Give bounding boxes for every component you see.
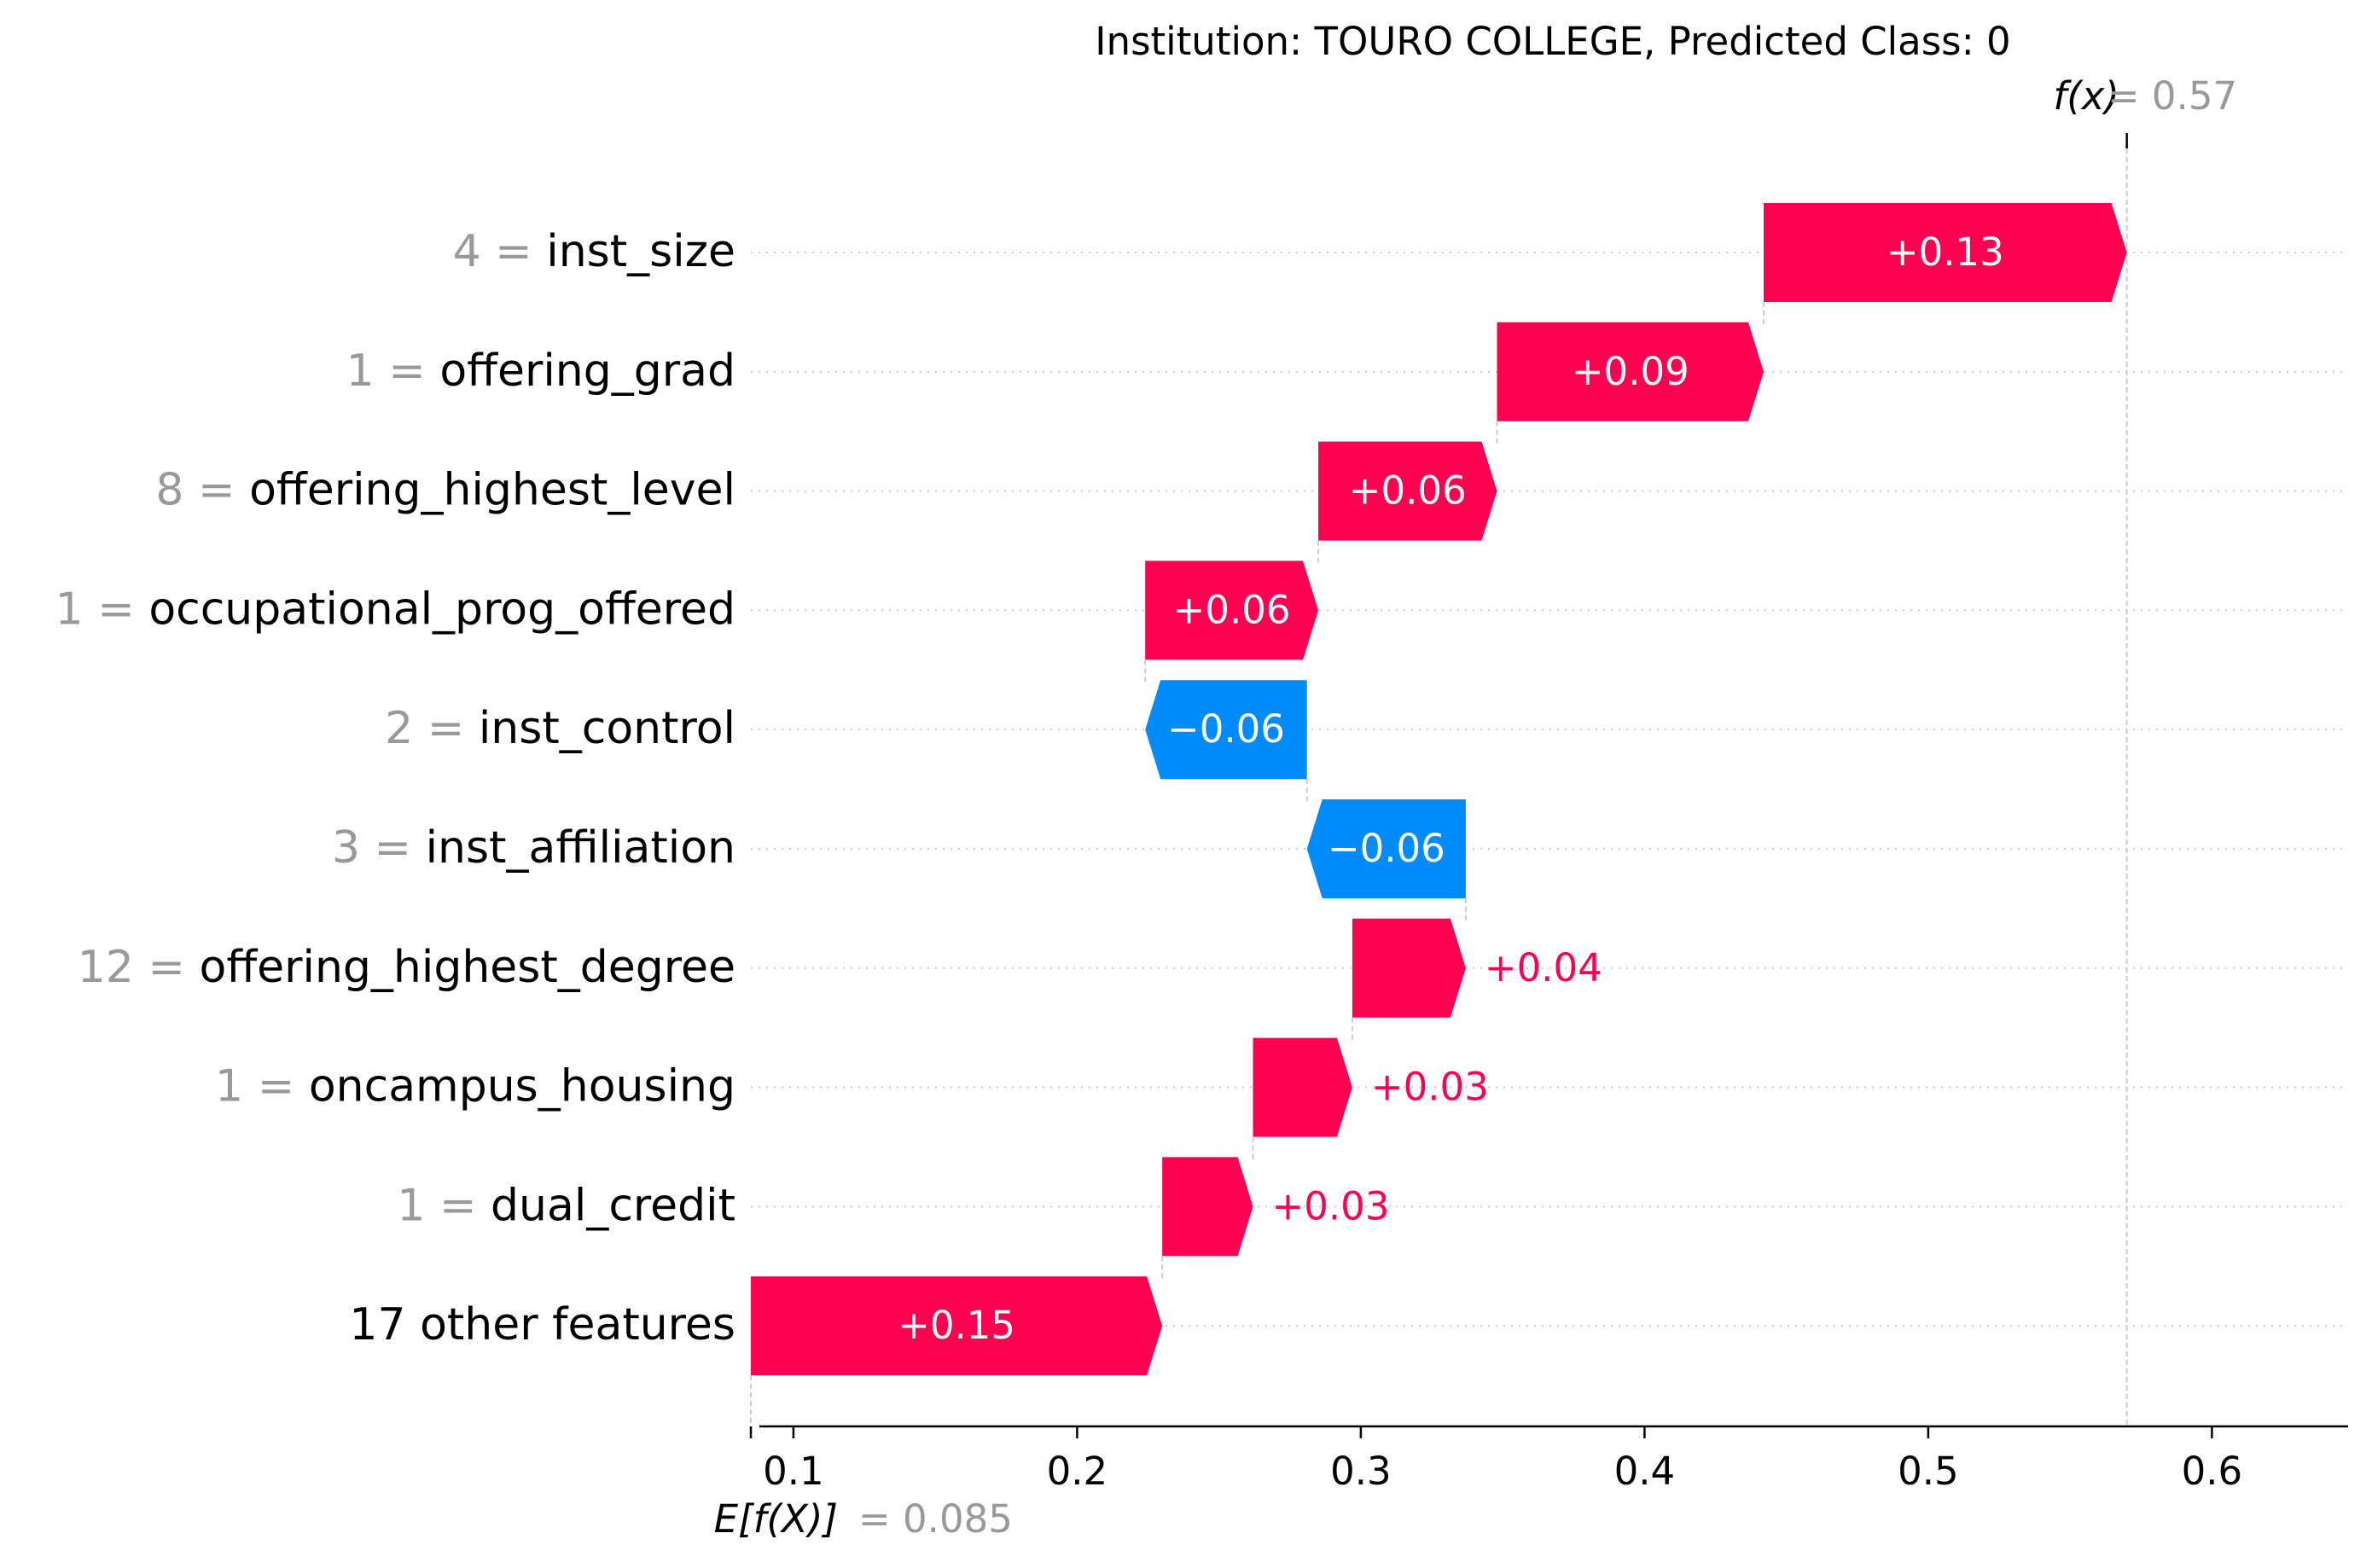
x-tick-label: 0.3 bbox=[1330, 1449, 1392, 1494]
feature-name: occupational_prog_offered bbox=[148, 584, 735, 635]
feature-label: 1 = dual_credit bbox=[397, 1180, 735, 1231]
bar bbox=[1306, 799, 1466, 898]
bar-value-label: +0.04 bbox=[1485, 945, 1602, 990]
bar bbox=[1145, 560, 1319, 660]
bar-value-label: −0.06 bbox=[1167, 706, 1285, 752]
bar-value-label: +0.15 bbox=[898, 1303, 1015, 1348]
feature-label: 8 = offering_highest_level bbox=[155, 465, 735, 516]
x-tick-label: 0.5 bbox=[1898, 1449, 1959, 1494]
feature-label: 3 = inst_affiliation bbox=[332, 822, 735, 874]
bar-value-label: +0.03 bbox=[1371, 1065, 1489, 1110]
feature-label: 17 other features bbox=[349, 1299, 735, 1350]
feature-value: 1 = bbox=[346, 346, 440, 397]
feature-name: 17 other features bbox=[349, 1299, 735, 1350]
bar-value-label: +0.09 bbox=[1572, 349, 1689, 394]
bar bbox=[1162, 1157, 1253, 1257]
feature-value: 4 = bbox=[453, 226, 547, 277]
feature-name: dual_credit bbox=[491, 1180, 735, 1231]
feature-name: offering_highest_degree bbox=[200, 942, 736, 993]
x-tick-label: 0.4 bbox=[1614, 1449, 1676, 1494]
feature-label: 1 = offering_grad bbox=[346, 346, 735, 397]
bar-value-label: +0.06 bbox=[1173, 587, 1291, 632]
feature-name: offering_grad bbox=[439, 346, 735, 397]
bar bbox=[1352, 918, 1466, 1018]
fx-label: f(x) bbox=[2053, 73, 2119, 119]
feature-value: 1 = bbox=[55, 584, 149, 635]
x-tick-label: 0.1 bbox=[763, 1449, 824, 1494]
chart-title: Institution: TOURO COLLEGE, Predicted Cl… bbox=[1095, 19, 2010, 64]
feature-name: inst_size bbox=[546, 226, 735, 277]
ex-label: E[f(X)] bbox=[714, 1496, 838, 1542]
fx-annotation: f(x) = 0.57 bbox=[2053, 73, 2237, 119]
feature-label: 4 = inst_size bbox=[453, 226, 735, 277]
bar bbox=[1145, 680, 1307, 780]
feature-value: 1 = bbox=[397, 1180, 491, 1231]
bar-value-label: +0.13 bbox=[1887, 229, 2004, 275]
bar bbox=[1318, 441, 1497, 541]
feature-value: 8 = bbox=[155, 465, 249, 516]
bar bbox=[751, 1276, 1163, 1376]
feature-name: inst_control bbox=[479, 703, 735, 754]
x-axis: 0.1 0.2 0.3 0.4 0.5 0.6 bbox=[749, 1425, 2348, 1494]
feature-name: inst_affiliation bbox=[426, 822, 735, 874]
feature-value: 2 = bbox=[385, 703, 479, 754]
bars: +0.13 +0.09 +0.06 +0.06 −0.06 −0.06 +0.04 +0.03… bbox=[750, 133, 2128, 1426]
feature-value: 1 = bbox=[215, 1061, 309, 1112]
feature-value: 3 = bbox=[332, 822, 426, 874]
bar bbox=[1497, 322, 1764, 421]
feature-value: 12 = bbox=[78, 942, 200, 993]
bar-value-label: −0.06 bbox=[1328, 826, 1445, 871]
feature-label: 1 = occupational_prog_offered bbox=[55, 584, 735, 635]
x-tick-label: 0.6 bbox=[2182, 1449, 2243, 1494]
bar bbox=[1764, 203, 2127, 302]
feature-label: 1 = oncampus_housing bbox=[215, 1061, 735, 1112]
ex-annotation: E[f(X)] = 0.085 bbox=[714, 1496, 1013, 1542]
feature-label: 12 = offering_highest_degree bbox=[78, 942, 735, 993]
bar-value-label: +0.06 bbox=[1349, 468, 1467, 514]
feature-rows: 4 = inst_size 1 = offering_grad 8 = offeri… bbox=[55, 226, 2348, 1350]
feature-name: offering_highest_level bbox=[249, 465, 735, 516]
bar bbox=[1253, 1037, 1352, 1137]
feature-label: 2 = inst_control bbox=[385, 703, 735, 754]
bar-value-label: +0.03 bbox=[1272, 1183, 1390, 1228]
fx-value: = 0.57 bbox=[2107, 73, 2237, 119]
feature-name: oncampus_housing bbox=[309, 1061, 735, 1112]
x-tick-label: 0.2 bbox=[1047, 1449, 1108, 1494]
ex-value: = 0.085 bbox=[858, 1496, 1013, 1542]
